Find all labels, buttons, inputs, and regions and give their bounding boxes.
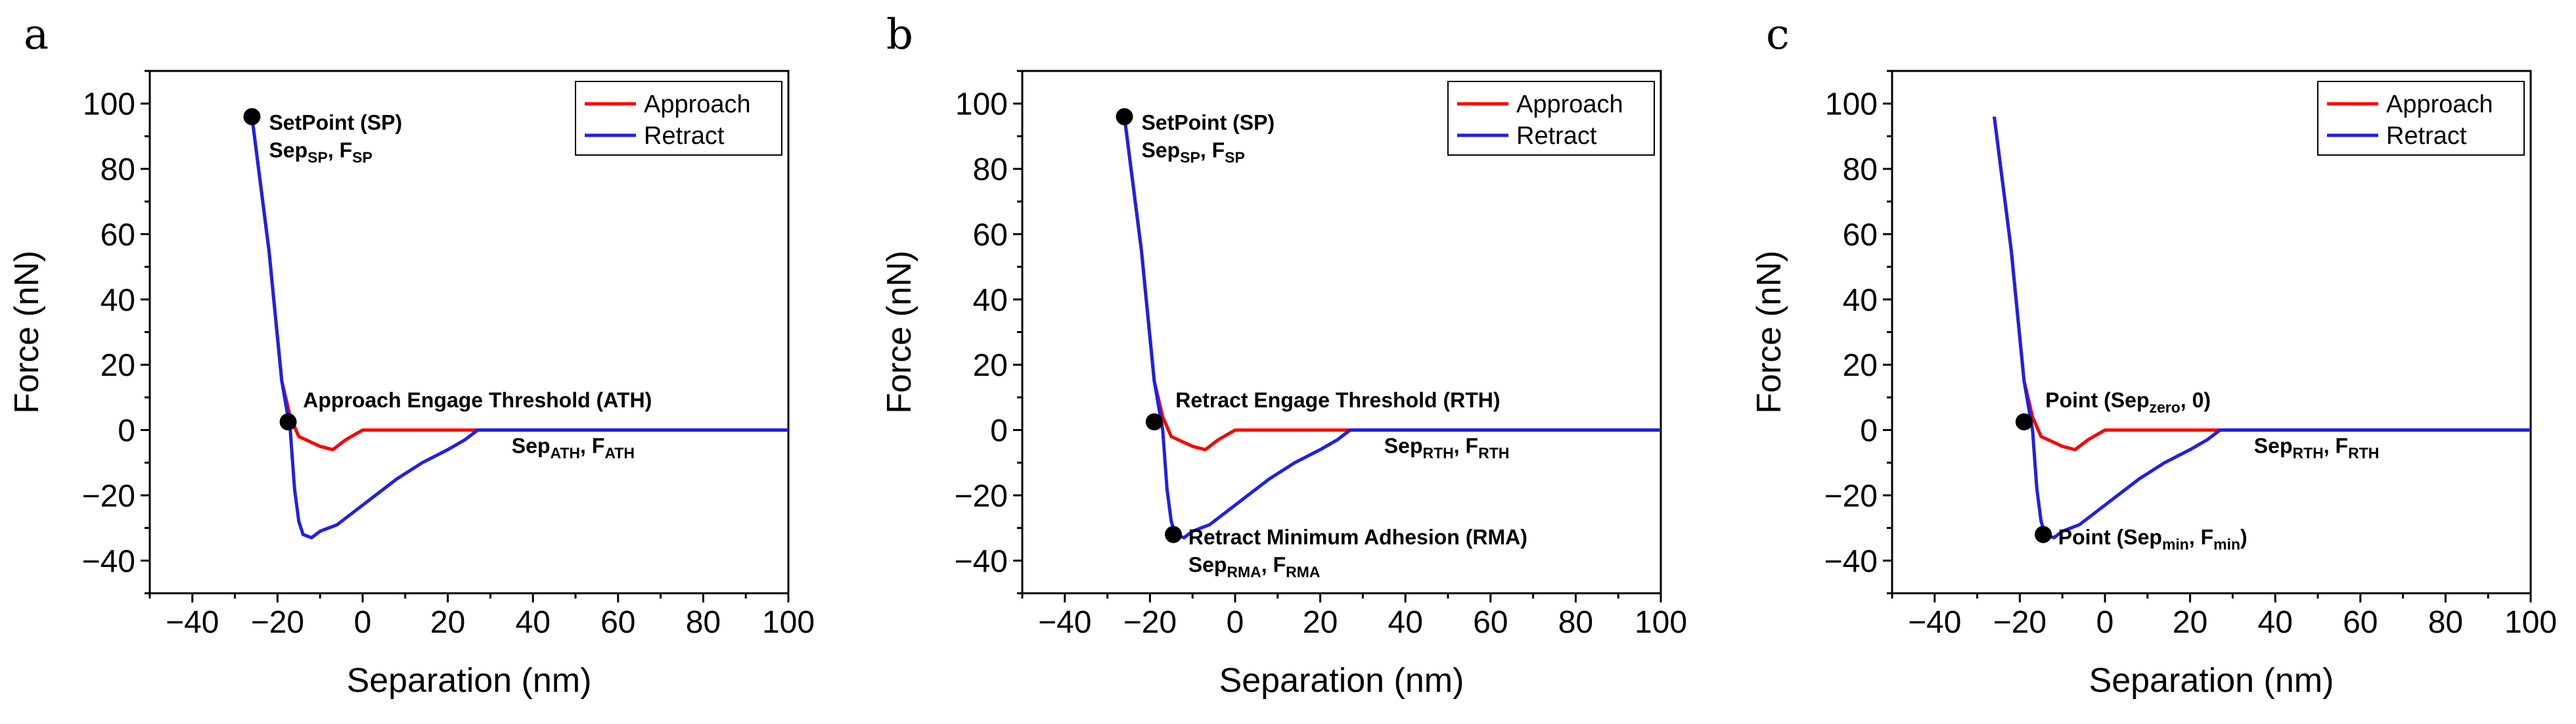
x-tick-label: 100 (1635, 605, 1687, 640)
y-tick-label: 0 (1860, 414, 1878, 449)
x-axis-label: Separation (nm) (1219, 662, 1464, 700)
x-tick-label: 20 (430, 605, 465, 640)
panel-letter: c (1766, 11, 1790, 59)
chart-panel-b: b −40 −20 0 20 40 60 80 100 −40 −20 0 20 40 60 80 100 Sep… (880, 11, 1687, 700)
x-tick-label: −40 (1908, 605, 1961, 640)
legend-label-approach: Approach (644, 91, 751, 118)
series-line-retract (250, 116, 788, 539)
y-tick-label: 60 (1843, 217, 1878, 252)
data-point-marker (1165, 526, 1183, 543)
x-tick-label: 40 (2258, 605, 2293, 640)
x-tick-label: −40 (1038, 605, 1091, 640)
y-tick-label: −20 (1824, 479, 1878, 514)
data-point-marker (2015, 413, 2033, 431)
data-point-marker (1145, 413, 1163, 431)
data-point-marker (243, 108, 261, 125)
legend-label-retract: Retract (644, 122, 725, 150)
x-tick-label: −20 (1123, 605, 1177, 640)
annotation-text: SetPoint (SP) (269, 110, 402, 134)
y-tick-label: 80 (101, 152, 135, 187)
y-tick-label: 20 (973, 348, 1008, 383)
y-tick-label: 20 (1843, 348, 1878, 383)
panel-letter: b (886, 11, 913, 59)
legend-label-approach: Approach (2386, 91, 2493, 118)
y-tick-label: −40 (1824, 544, 1878, 579)
x-tick-label: −20 (1993, 605, 2046, 640)
x-tick-label: 60 (1473, 605, 1508, 640)
annotation-text: SepATH, FATH (512, 434, 635, 461)
y-tick-label: −20 (955, 479, 1008, 514)
chart-panel-c: c −40 −20 0 20 40 60 80 100 −40 −20 0 20 40 60 80 100 Sep… (1750, 11, 2557, 700)
chart-panel-a: a −40 −20 0 20 40 60 80 100 −40 −20 0 20 40 60 80 100 Sep… (8, 11, 815, 700)
annotation-text: SepRMA, FRMA (1188, 553, 1321, 580)
x-axis-label: Separation (nm) (347, 662, 592, 700)
x-tick-label: 0 (2096, 605, 2114, 640)
y-tick-label: 0 (990, 414, 1008, 449)
y-tick-label: 20 (101, 348, 135, 383)
y-tick-label: 80 (973, 152, 1008, 187)
y-tick-label: −20 (82, 479, 135, 514)
y-tick-label: −40 (955, 544, 1008, 579)
data-point-marker (1116, 108, 1133, 125)
x-tick-label: 0 (1227, 605, 1244, 640)
y-tick-label: −40 (82, 544, 135, 579)
y-tick-label: 100 (955, 87, 1008, 122)
y-axis-label: Force (nN) (1750, 250, 1788, 413)
annotation-text: SepSP, FSP (269, 138, 372, 166)
y-tick-label: 60 (973, 217, 1008, 252)
y-tick-label: 40 (973, 283, 1008, 318)
legend-box (1447, 81, 1655, 156)
x-tick-label: 80 (1558, 605, 1593, 640)
x-tick-label: 80 (686, 605, 721, 640)
y-axis-label: Force (nN) (880, 250, 918, 413)
y-tick-label: 60 (101, 217, 135, 252)
legend-box (575, 81, 782, 156)
annotation-text: Point (Sepzero, 0) (2045, 388, 2211, 416)
y-tick-label: 80 (1843, 152, 1878, 187)
y-tick-label: 100 (83, 87, 135, 122)
y-tick-label: 100 (1825, 87, 1878, 122)
annotation-text: Retract Engage Threshold (RTH) (1175, 388, 1500, 412)
legend-box (2317, 81, 2525, 156)
annotation-text: Approach Engage Threshold (ATH) (303, 388, 652, 412)
series-line-retract (1993, 116, 2531, 539)
x-tick-label: 100 (2504, 605, 2557, 640)
x-tick-label: 60 (2343, 605, 2378, 640)
legend-label-retract: Retract (2386, 122, 2467, 150)
x-tick-label: 80 (2428, 605, 2463, 640)
legend-label-approach: Approach (1516, 91, 1623, 118)
x-tick-label: 100 (762, 605, 815, 640)
y-tick-label: 40 (1843, 283, 1878, 318)
x-tick-label: 0 (354, 605, 372, 640)
x-axis-label: Separation (nm) (2089, 662, 2334, 700)
y-tick-label: 40 (101, 283, 135, 318)
data-point-marker (279, 413, 297, 431)
x-tick-label: 60 (600, 605, 635, 640)
x-tick-label: −20 (251, 605, 304, 640)
x-tick-label: −40 (166, 605, 219, 640)
y-axis-label: Force (nN) (8, 250, 46, 413)
annotation-text: SepRTH, FRTH (1384, 434, 1510, 461)
annotation-text: Point (Sepmin, Fmin) (2058, 525, 2248, 553)
annotation-text: SepRTH, FRTH (2254, 434, 2380, 461)
x-tick-label: 20 (1303, 605, 1338, 640)
y-tick-label: 0 (118, 414, 135, 449)
annotation-text: SetPoint (SP) (1141, 110, 1275, 134)
series-line-retract (1123, 116, 1661, 539)
data-point-marker (2035, 526, 2052, 543)
x-tick-label: 40 (1388, 605, 1423, 640)
panel-letter: a (24, 11, 49, 59)
annotation-text: Retract Minimum Adhesion (RMA) (1188, 525, 1527, 549)
x-tick-label: 20 (2173, 605, 2207, 640)
x-tick-label: 40 (516, 605, 551, 640)
legend-label-retract: Retract (1516, 122, 1597, 150)
annotation-text: SepSP, FSP (1141, 138, 1244, 166)
